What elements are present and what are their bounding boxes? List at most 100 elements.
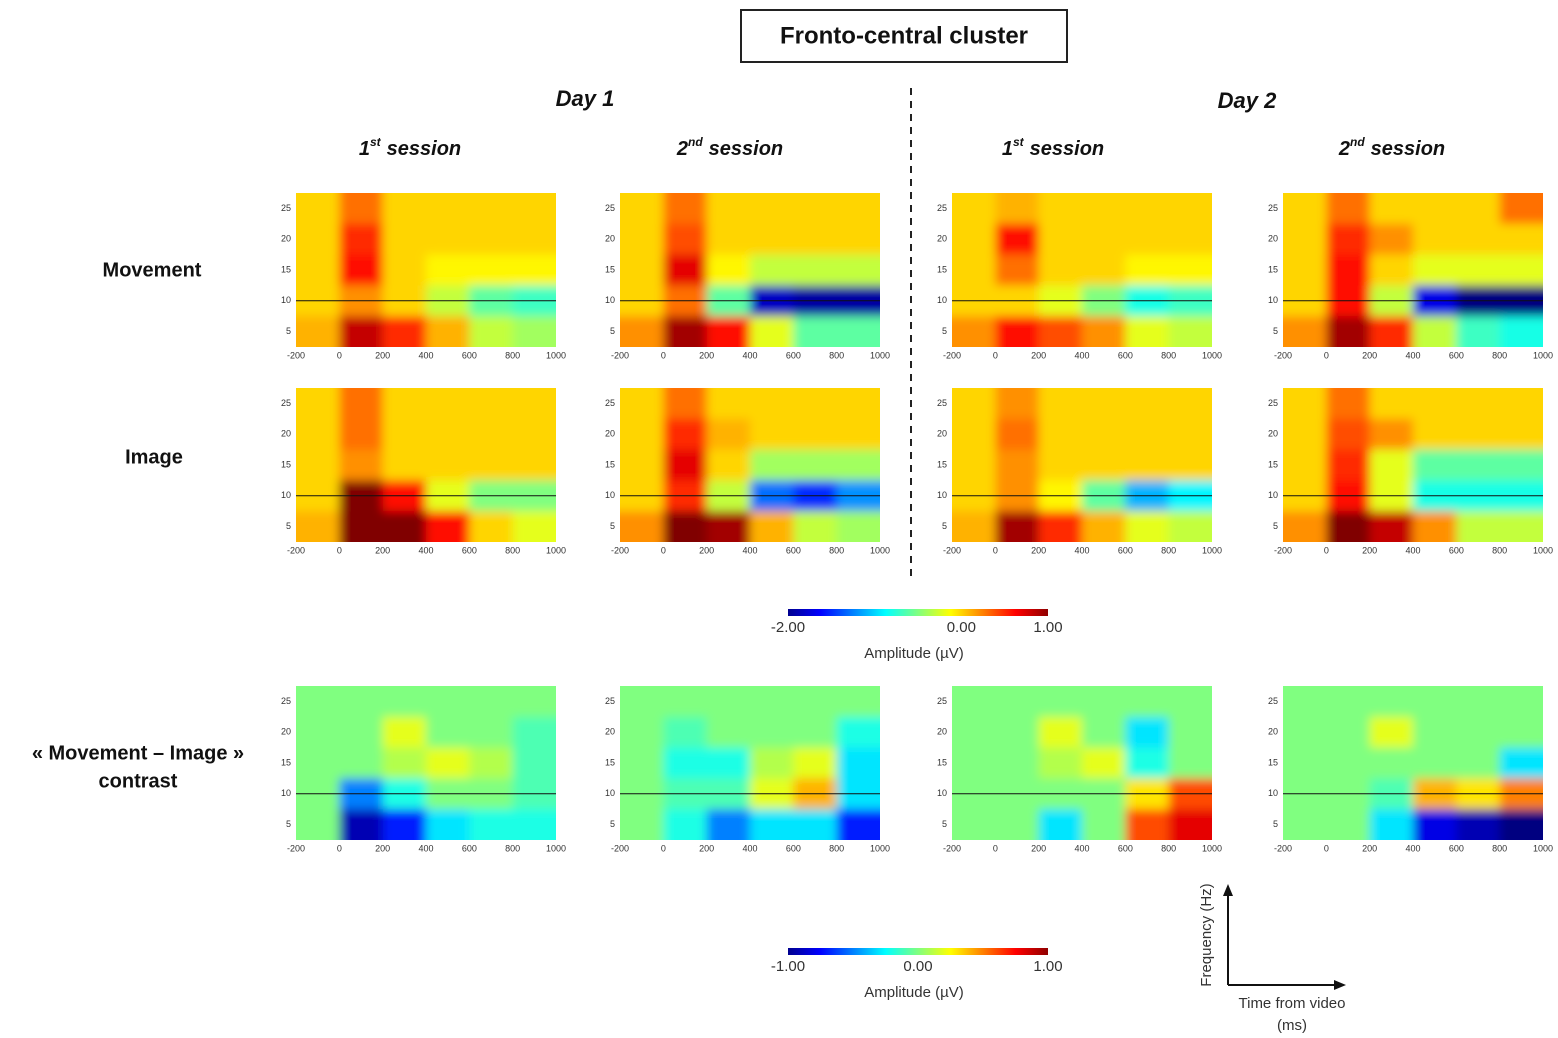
heatmap-cell (706, 511, 751, 542)
heatmap-cell (1283, 223, 1327, 256)
heatmap-cell (750, 316, 794, 347)
heatmap-cell (1168, 418, 1212, 451)
heatmap-cell (1326, 418, 1371, 451)
heatmap-cells (620, 388, 880, 542)
axis-key-y: Frequency (Hz) (1198, 883, 1215, 986)
y-tick-label: 15 (605, 264, 615, 274)
x-tick-label: 0 (993, 350, 998, 360)
heatmap-cell (1326, 747, 1371, 779)
y-tick-label: 10 (605, 295, 615, 305)
heatmap (952, 388, 1212, 542)
row-label: « Movement – Image » (32, 742, 244, 764)
heatmap-cell (1413, 223, 1457, 256)
x-tick-label: -200 (287, 843, 305, 853)
heatmap-cell (426, 809, 470, 840)
heatmap-cell (296, 223, 340, 256)
heatmap-cell (750, 809, 794, 840)
heatmap-cell (1038, 388, 1083, 420)
heatmap-cell (1456, 511, 1501, 542)
session-word: session (387, 138, 461, 160)
heatmap-cell (1499, 747, 1543, 779)
session-number: 2 (676, 138, 688, 160)
heatmap-cell (296, 449, 340, 481)
heatmap-cell (1326, 511, 1371, 542)
heatmap-cell (1369, 316, 1414, 347)
x-tick-label: 800 (1492, 545, 1507, 555)
y-tick-label: 20 (1268, 727, 1278, 737)
heatmap-cell (793, 747, 838, 779)
heatmap-cell (1456, 193, 1501, 225)
heatmap-cell (1038, 747, 1083, 779)
heatmap-cell (836, 686, 880, 718)
heatmap-cell (1125, 254, 1170, 286)
heatmap-cells (1283, 193, 1543, 347)
heatmap-cell (663, 193, 708, 225)
x-tick-label: 800 (1492, 843, 1507, 853)
heatmap-cell (620, 716, 664, 749)
x-tick-label: 0 (661, 545, 666, 555)
heatmap-cell (1125, 223, 1170, 256)
heatmap-cell (620, 388, 664, 420)
y-tick-label: 25 (937, 696, 947, 706)
heatmap-cell (706, 316, 751, 347)
heatmap-cell (1082, 388, 1126, 420)
x-tick-label: 400 (742, 545, 757, 555)
x-tick-label: 800 (829, 843, 844, 853)
heatmap-cell (1413, 316, 1457, 347)
y-tick-label: 5 (1273, 819, 1278, 829)
heatmap-cell (1168, 316, 1212, 347)
heatmap-cell (706, 449, 751, 481)
heatmap-cell (1082, 316, 1126, 347)
heatmap-cell (793, 511, 838, 542)
heatmap-cell (836, 388, 880, 420)
heatmap-cell (1283, 316, 1327, 347)
heatmap-cell (1413, 449, 1457, 481)
heatmap-cell (469, 511, 514, 542)
heatmap-cell (382, 716, 427, 749)
x-tick-label: 1000 (546, 545, 566, 555)
heatmap-cell (952, 223, 996, 256)
session-number: 2 (1338, 138, 1350, 160)
heatmap-cell (1125, 418, 1170, 451)
heatmap-cell (296, 511, 340, 542)
x-tick-label: 0 (1324, 843, 1329, 853)
heatmap-cell (952, 716, 996, 749)
x-tick-label: 0 (993, 545, 998, 555)
heatmap-cell (512, 316, 556, 347)
heatmap-cell (512, 809, 556, 840)
heatmap-cell (750, 511, 794, 542)
heatmap-cell (1369, 388, 1414, 420)
heatmap-cell (426, 747, 470, 779)
heatmap-cell (296, 809, 340, 840)
heatmap-cell (296, 193, 340, 225)
heatmap-cell (995, 193, 1040, 225)
heatmap-cell (1456, 449, 1501, 481)
heatmap-cell (663, 388, 708, 420)
heatmap-cell (339, 511, 384, 542)
x-tick-label: 600 (462, 843, 477, 853)
heatmap-cell (1413, 511, 1457, 542)
y-tick-label: 5 (286, 521, 291, 531)
heatmap-cell (1499, 809, 1543, 840)
heatmap-cell (339, 716, 384, 749)
heatmap-cell (620, 418, 664, 451)
heatmap-cell (995, 686, 1040, 718)
heatmap-cell (296, 418, 340, 451)
heatmap-cell (1283, 809, 1327, 840)
heatmap-cell (836, 747, 880, 779)
heatmap-cell (620, 316, 664, 347)
heatmap-cell (1326, 254, 1371, 286)
y-tick-label: 15 (605, 757, 615, 767)
heatmap (296, 193, 556, 347)
y-tick-label: 20 (281, 429, 291, 439)
heatmap-cell (1456, 747, 1501, 779)
x-tick-label: 400 (1074, 545, 1089, 555)
y-tick-label: 20 (1268, 429, 1278, 439)
heatmap-cell (1413, 254, 1457, 286)
session-ordinal: nd (688, 135, 703, 149)
heatmap-cell (339, 809, 384, 840)
x-tick-label: 200 (375, 843, 390, 853)
x-tick-label: 1000 (1533, 545, 1553, 555)
x-tick-label: 400 (742, 843, 757, 853)
x-tick-label: 600 (786, 545, 801, 555)
